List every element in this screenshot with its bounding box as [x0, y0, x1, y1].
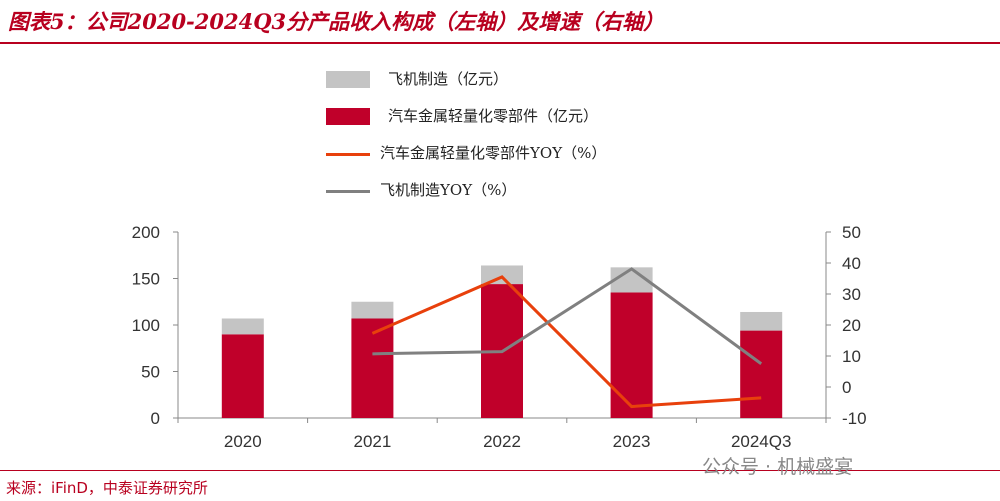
x-tick-label: 2020	[224, 432, 262, 451]
x-tick-label: 2022	[483, 432, 521, 451]
bar-aircraft	[221, 318, 264, 335]
bar-auto-parts	[351, 318, 394, 418]
bar-aircraft	[351, 301, 394, 319]
right-tick-label: 10	[842, 347, 861, 366]
right-tick-label: 0	[842, 378, 851, 397]
figure-title: 图表5：公司2020-2024Q3分产品收入构成（左轴）及增速（右轴）	[8, 9, 665, 34]
left-tick-label: 50	[141, 363, 160, 382]
bar-aircraft	[481, 265, 523, 285]
line-aircraft-yoy	[372, 267, 763, 365]
right-tick-label: 20	[842, 316, 861, 335]
source-divider	[0, 470, 1000, 471]
source-note: 来源：iFinD，中泰证券研究所	[6, 479, 208, 497]
bar-aircraft	[740, 311, 783, 331]
bar-auto-parts	[740, 330, 783, 418]
legend-swatch	[326, 190, 370, 193]
bar-auto-parts	[221, 334, 264, 418]
right-tick-label: -10	[842, 409, 867, 428]
legend-label: 飞机制造（亿元）	[388, 70, 509, 88]
x-tick-label: 2023	[613, 432, 651, 451]
x-tick-label: 2024Q3	[731, 432, 792, 451]
bar-auto-parts	[610, 292, 653, 418]
left-tick-label: 200	[132, 223, 160, 242]
chart: 0 50 100 150 200 -10 0 10 20 30 40 50 2020 2021 2022 20…	[132, 223, 867, 451]
right-tick-label: 50	[842, 223, 861, 242]
legend-swatch	[326, 108, 370, 125]
line-auto-parts-yoy	[371, 275, 762, 409]
legend-label: 汽车金属轻量化零部件YOY（%）	[380, 144, 607, 162]
legend-label: 飞机制造YOY（%）	[380, 181, 517, 199]
left-tick-label: 0	[151, 409, 160, 428]
title-divider	[0, 42, 1000, 44]
watermark: 公众号 · 机械盛宴	[702, 456, 854, 478]
left-tick-label: 150	[132, 270, 160, 289]
legend-swatch	[326, 71, 370, 88]
x-tick-label: 2021	[353, 432, 391, 451]
legend-swatch	[326, 153, 370, 156]
right-tick-label: 40	[842, 254, 861, 273]
left-tick-label: 100	[132, 316, 160, 335]
right-tick-label: 30	[842, 285, 861, 304]
legend-label: 汽车金属轻量化零部件（亿元）	[388, 107, 599, 125]
